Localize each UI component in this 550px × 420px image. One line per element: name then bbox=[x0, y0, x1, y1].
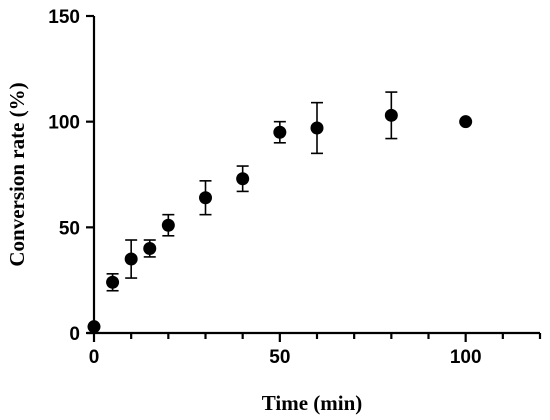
x-tick-label: 100 bbox=[450, 347, 482, 368]
y-tick-label: 0 bbox=[69, 324, 80, 345]
tick-labels: 0 50 100 150 0 50 100 bbox=[48, 7, 481, 368]
x-tick-label: 50 bbox=[269, 347, 290, 368]
ticks bbox=[86, 14, 542, 342]
data-point bbox=[143, 241, 157, 255]
data-point bbox=[310, 121, 324, 135]
error-bars bbox=[106, 91, 398, 292]
x-tick-label: 0 bbox=[89, 347, 100, 368]
data-point bbox=[87, 320, 101, 334]
axes bbox=[87, 16, 540, 335]
y-tick-label: 150 bbox=[48, 7, 80, 28]
data-point bbox=[106, 275, 120, 289]
x-axis-title: Time (min) bbox=[262, 391, 363, 415]
data-point bbox=[273, 125, 287, 139]
data-point bbox=[161, 218, 175, 232]
data-point bbox=[124, 252, 138, 266]
y-axis-title: Conversion rate (%) bbox=[5, 82, 29, 266]
data-point bbox=[459, 115, 473, 129]
data-point bbox=[236, 172, 250, 186]
data-point bbox=[384, 108, 398, 122]
data-points bbox=[87, 108, 473, 334]
y-tick-label: 50 bbox=[59, 218, 80, 239]
data-point bbox=[199, 191, 212, 205]
y-tick-label: 100 bbox=[48, 113, 80, 134]
